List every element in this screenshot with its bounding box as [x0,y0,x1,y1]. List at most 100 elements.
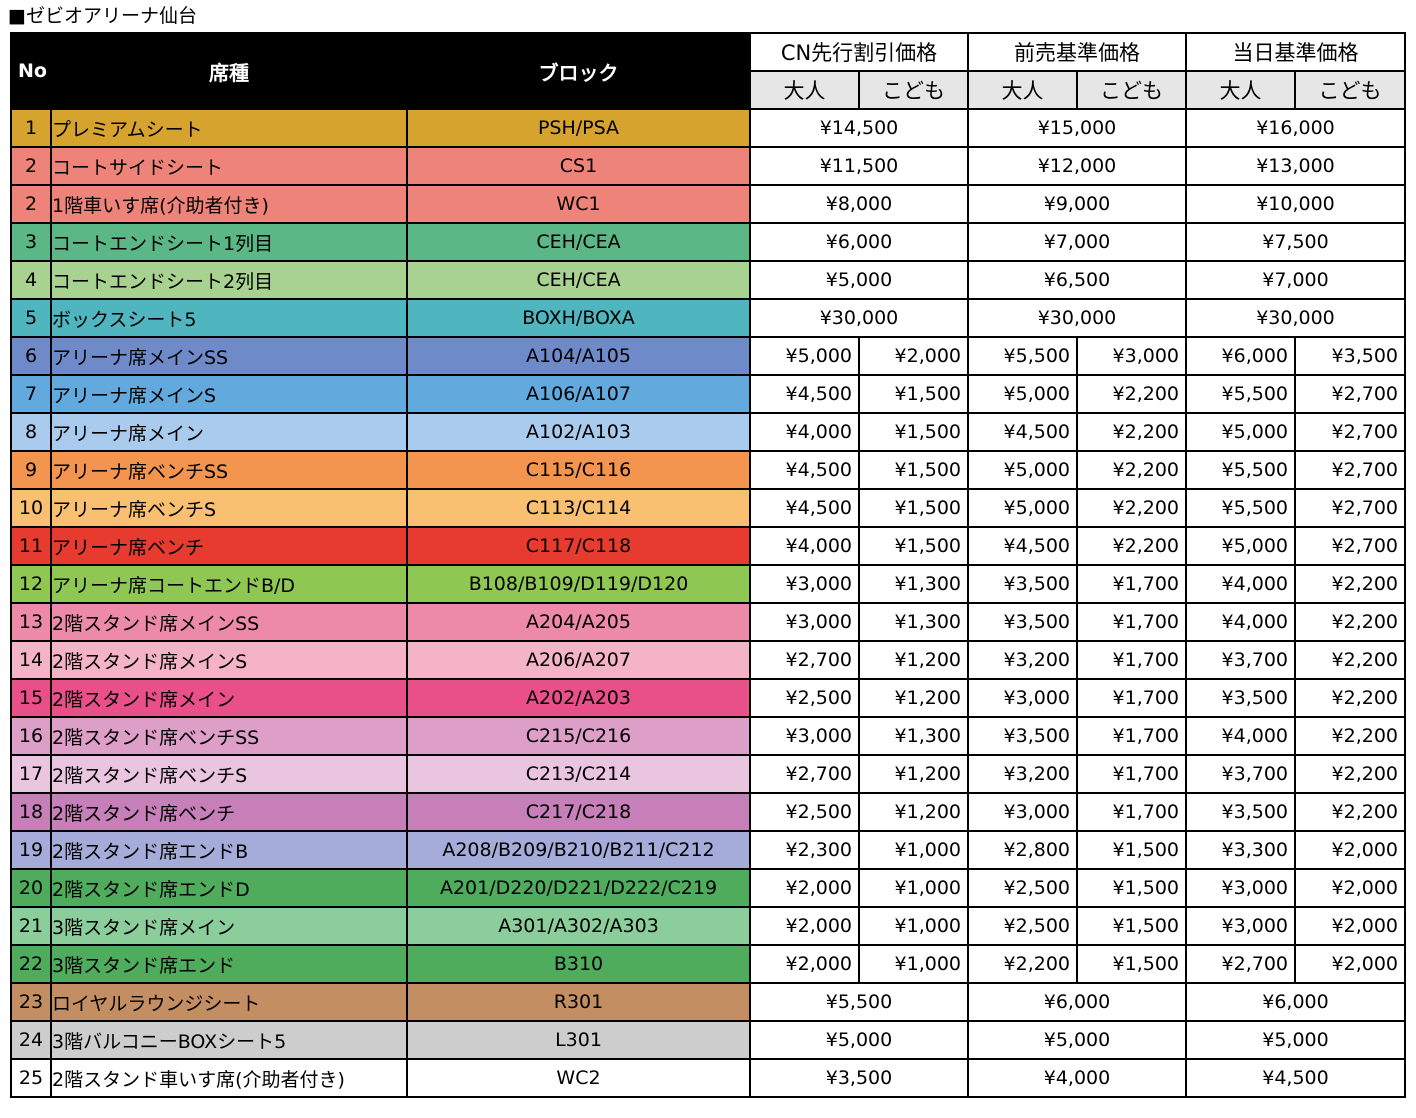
adult-price-cell: ¥3,200 [967,754,1078,794]
child-price-cell: ¥2,200 [1294,678,1406,718]
child-price-cell: ¥2,000 [1294,830,1406,870]
adult-price-cell: ¥3,000 [967,792,1078,832]
child-price-cell: ¥2,200 [1294,640,1406,680]
block-cell: B310 [406,944,751,984]
child-price-cell: ¥1,000 [858,830,969,870]
header-adult: 大人 [749,70,860,110]
price-cell: ¥6,000 [1185,982,1406,1022]
header-adult: 大人 [1185,70,1296,110]
adult-price-cell: ¥2,500 [749,792,860,832]
header-cn-price: CN先行割引価格 [749,32,969,72]
row-number: 12 [10,564,52,604]
seat-type-cell: コートサイドシート [50,146,408,186]
row-number: 17 [10,754,52,794]
adult-price-cell: ¥4,500 [749,374,860,414]
child-price-cell: ¥2,000 [858,336,969,376]
block-cell: C213/C214 [406,754,751,794]
row-number: 23 [10,982,52,1022]
price-cell: ¥7,000 [967,222,1187,262]
child-price-cell: ¥1,700 [1076,716,1187,756]
price-cell: ¥30,000 [1185,298,1406,338]
table-row: 20 2階スタンド席エンドD A201/D220/D221/D222/C219 ¥2,… [10,868,1406,908]
child-price-cell: ¥2,200 [1294,754,1406,794]
price-cell: ¥5,000 [1185,1020,1406,1060]
row-number: 18 [10,792,52,832]
row-number: 15 [10,678,52,718]
adult-price-cell: ¥2,000 [749,944,860,984]
adult-price-cell: ¥3,500 [1185,792,1296,832]
adult-price-cell: ¥5,000 [1185,526,1296,566]
adult-price-cell: ¥5,000 [967,374,1078,414]
table-body: 1 プレミアムシート PSH/PSA ¥14,500 ¥15,000 ¥16,000 2 コー… [10,108,1406,1098]
child-price-cell: ¥1,300 [858,602,969,642]
table-row: 2 1階車いす席(介助者付き) WC1 ¥8,000 ¥9,000 ¥10,000 [10,184,1406,224]
block-cell: C117/C118 [406,526,751,566]
header-no: No [10,32,52,110]
price-cell: ¥4,500 [1185,1058,1406,1098]
row-number: 10 [10,488,52,528]
header-adult: 大人 [967,70,1078,110]
adult-price-cell: ¥2,300 [749,830,860,870]
adult-price-cell: ¥3,500 [967,602,1078,642]
child-price-cell: ¥2,000 [1294,906,1406,946]
child-price-cell: ¥2,200 [1294,716,1406,756]
block-cell: WC1 [406,184,751,224]
adult-price-cell: ¥2,500 [967,868,1078,908]
price-cell: ¥8,000 [749,184,969,224]
adult-price-cell: ¥3,500 [967,716,1078,756]
child-price-cell: ¥1,000 [858,868,969,908]
block-cell: B108/B109/D119/D120 [406,564,751,604]
adult-price-cell: ¥2,700 [749,640,860,680]
seat-type-cell: アリーナ席メイン [50,412,408,452]
seat-type-cell: アリーナ席メインS [50,374,408,414]
seat-type-cell: アリーナ席ベンチSS [50,450,408,490]
child-price-cell: ¥2,700 [1294,374,1406,414]
row-number: 1 [10,108,52,148]
adult-price-cell: ¥3,700 [1185,640,1296,680]
row-number: 6 [10,336,52,376]
table-row: 9 アリーナ席ベンチSS C115/C116 ¥4,500 ¥1,500 ¥5,000 ¥2… [10,450,1406,490]
adult-price-cell: ¥3,000 [1185,906,1296,946]
row-number: 9 [10,450,52,490]
row-number: 16 [10,716,52,756]
header-block: ブロック [406,32,751,110]
price-cell: ¥10,000 [1185,184,1406,224]
row-number: 2 [10,184,52,224]
adult-price-cell: ¥2,800 [967,830,1078,870]
table-row: 12 アリーナ席コートエンドB/D B108/B109/D119/D120 ¥3,00… [10,564,1406,604]
table-row: 21 3階スタンド席メイン A301/A302/A303 ¥2,000 ¥1,000 ¥2… [10,906,1406,946]
table-row: 19 2階スタンド席エンドB A208/B209/B210/B211/C212 ¥2,… [10,830,1406,870]
adult-price-cell: ¥3,700 [1185,754,1296,794]
page-title: ■ゼビオアリーナ仙台 [8,5,197,27]
seat-type-cell: ロイヤルラウンジシート [50,982,408,1022]
price-cell: ¥13,000 [1185,146,1406,186]
table-row: 8 アリーナ席メイン A102/A103 ¥4,000 ¥1,500 ¥4,500 ¥2,2… [10,412,1406,452]
block-cell: A208/B209/B210/B211/C212 [406,830,751,870]
seat-type-cell: 3階スタンド席メイン [50,906,408,946]
seat-type-cell: アリーナ席ベンチ [50,526,408,566]
adult-price-cell: ¥5,000 [749,336,860,376]
block-cell: CEH/CEA [406,260,751,300]
price-cell: ¥30,000 [749,298,969,338]
child-price-cell: ¥2,200 [1076,374,1187,414]
child-price-cell: ¥1,500 [858,526,969,566]
child-price-cell: ¥2,200 [1076,526,1187,566]
adult-price-cell: ¥2,700 [749,754,860,794]
table-row: 25 2階スタンド車いす席(介助者付き) WC2 ¥3,500 ¥4,000 ¥4,500 [10,1058,1406,1098]
seat-type-cell: コートエンドシート1列目 [50,222,408,262]
price-cell: ¥16,000 [1185,108,1406,148]
adult-price-cell: ¥5,500 [1185,488,1296,528]
table-row: 23 ロイヤルラウンジシート R301 ¥5,500 ¥6,000 ¥6,000 [10,982,1406,1022]
child-price-cell: ¥2,200 [1076,412,1187,452]
block-cell: C113/C114 [406,488,751,528]
child-price-cell: ¥1,500 [858,412,969,452]
adult-price-cell: ¥2,700 [1185,944,1296,984]
child-price-cell: ¥1,500 [858,374,969,414]
adult-price-cell: ¥5,000 [967,488,1078,528]
seat-type-cell: 2階スタンド席ベンチSS [50,716,408,756]
seat-type-cell: アリーナ席ベンチS [50,488,408,528]
header-child: こども [858,70,969,110]
header-advance-price: 前売基準価格 [967,32,1187,72]
table-row: 1 プレミアムシート PSH/PSA ¥14,500 ¥15,000 ¥16,000 [10,108,1406,148]
adult-price-cell: ¥3,000 [749,716,860,756]
